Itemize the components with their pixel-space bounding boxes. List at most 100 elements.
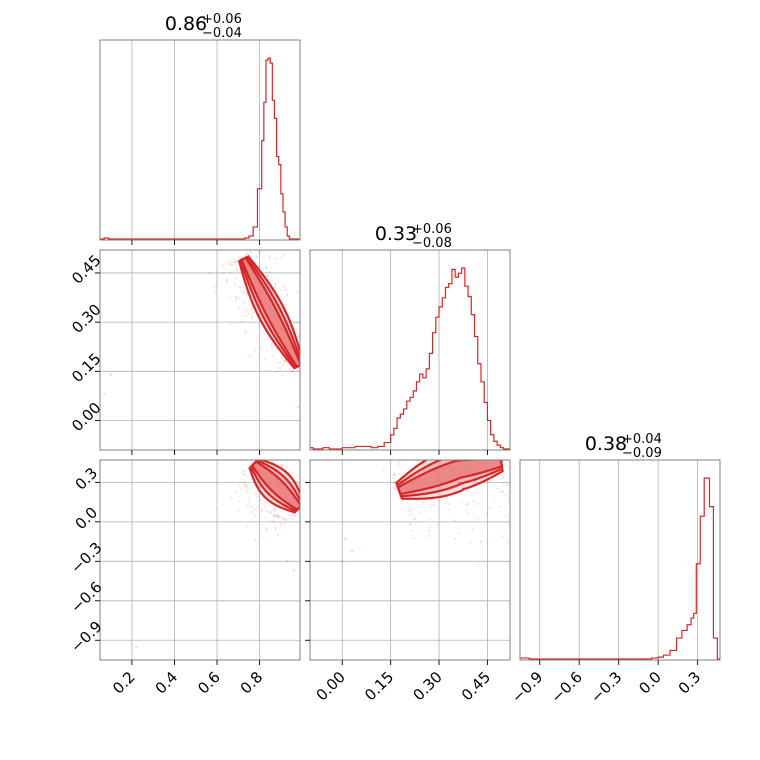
scatter-point xyxy=(427,534,431,538)
scatter-point xyxy=(265,265,268,269)
scatter-point xyxy=(259,346,263,350)
scatter-point xyxy=(291,369,294,372)
scatter-point xyxy=(392,481,396,484)
scatter-point xyxy=(392,476,396,480)
scatter-point xyxy=(231,263,234,266)
scatter-point xyxy=(273,508,276,511)
scatter-point xyxy=(248,302,252,306)
scatter-point xyxy=(250,355,253,358)
scatter-point xyxy=(248,496,251,499)
scatter-point xyxy=(249,505,253,508)
scatter-point xyxy=(272,514,276,517)
scatter-point xyxy=(427,529,430,533)
scatter-outlier xyxy=(134,645,138,649)
scatter-point xyxy=(421,501,424,504)
scatter-point xyxy=(244,315,247,318)
scatter-point xyxy=(288,517,291,520)
scatter-point xyxy=(284,465,288,469)
scatter-point xyxy=(501,476,505,480)
scatter-point xyxy=(501,491,504,494)
scatter-point xyxy=(264,266,268,270)
scatter-point xyxy=(284,303,287,307)
scatter-point xyxy=(291,513,295,516)
scatter-point xyxy=(467,512,470,516)
scatter-point xyxy=(418,511,421,514)
scatter-point xyxy=(284,360,288,363)
scatter-point xyxy=(447,508,450,512)
scatter-point xyxy=(247,300,250,304)
scatter-point xyxy=(280,464,283,467)
scatter-point xyxy=(246,491,250,495)
scatter-point xyxy=(247,355,250,359)
scatter-point xyxy=(280,373,284,377)
scatter-point xyxy=(238,256,241,259)
scatter-point xyxy=(488,506,492,509)
scatter-point xyxy=(430,503,434,507)
panel-title-value: 0.33 xyxy=(375,223,417,245)
scatter-point xyxy=(498,491,501,494)
scatter-point xyxy=(469,540,472,544)
scatter-point xyxy=(295,321,298,325)
scatter-point xyxy=(411,529,415,532)
scatter-point xyxy=(286,293,289,297)
scatter-point xyxy=(271,354,274,357)
scatter-point xyxy=(274,281,277,285)
scatter-point xyxy=(255,255,259,259)
scatter-point xyxy=(453,537,457,540)
scatter-point xyxy=(273,507,276,510)
scatter-point xyxy=(275,362,278,365)
scatter-point xyxy=(247,487,250,490)
scatter-point xyxy=(268,257,272,260)
panel-hist-0: 0.86+0.06−0.04 xyxy=(99,12,301,245)
scatter-point xyxy=(253,508,256,512)
scatter-point xyxy=(439,499,442,503)
scatter-point xyxy=(273,509,277,512)
histogram-step xyxy=(100,57,300,240)
scatter-point xyxy=(506,484,509,487)
scatter-point xyxy=(465,503,468,507)
scatter-point xyxy=(263,358,267,361)
scatter-point xyxy=(471,527,474,531)
scatter-point xyxy=(273,520,276,523)
scatter-point xyxy=(500,490,504,493)
scatter-point xyxy=(266,274,269,278)
density-contour xyxy=(240,256,300,369)
scatter-point xyxy=(507,491,510,494)
scatter-point xyxy=(277,516,280,519)
scatter-point xyxy=(283,517,286,521)
scatter-point xyxy=(274,527,277,531)
scatter-point xyxy=(453,519,457,522)
scatter-point xyxy=(233,283,236,287)
scatter-point xyxy=(244,253,247,256)
scatter-point xyxy=(237,484,241,487)
scatter-point xyxy=(269,503,272,506)
scatter-outlier xyxy=(341,560,344,563)
axes-frame xyxy=(309,459,511,661)
scatter-point xyxy=(225,278,228,281)
scatter-point xyxy=(436,523,439,526)
scatter-point xyxy=(413,516,417,520)
scatter-point xyxy=(261,330,264,334)
scatter-point xyxy=(475,492,478,495)
scatter-point xyxy=(279,525,283,528)
density-contour xyxy=(396,460,504,496)
scatter-point xyxy=(241,314,244,317)
scatter-point xyxy=(229,263,232,266)
scatter-point xyxy=(247,312,250,315)
scatter-point xyxy=(242,481,245,485)
scatter-point xyxy=(274,262,277,265)
scatter-point xyxy=(460,500,463,504)
scatter-point xyxy=(505,482,508,486)
scatter-point xyxy=(228,297,232,300)
scatter-point xyxy=(428,526,432,529)
scatter-point xyxy=(274,514,277,517)
scatter-point xyxy=(266,338,269,341)
scatter-point xyxy=(244,331,247,334)
scatter-point xyxy=(272,460,275,464)
scatter-point xyxy=(260,509,264,513)
scatter-point xyxy=(241,472,244,476)
panel-title-plus: +0.06 xyxy=(412,222,452,237)
panel-title-value: 0.86 xyxy=(165,13,207,35)
grid xyxy=(100,250,300,450)
scatter-point xyxy=(275,347,278,351)
